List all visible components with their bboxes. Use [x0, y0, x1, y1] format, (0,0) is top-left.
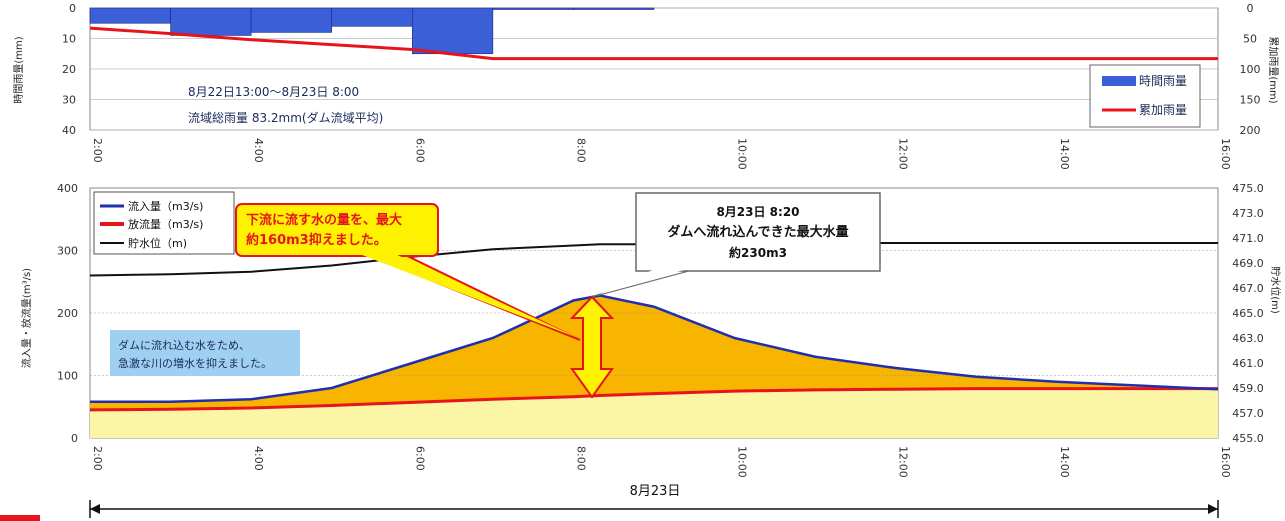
rain-time-tick: 2:00	[91, 138, 104, 163]
legend-box	[1089, 64, 1201, 128]
legend-outflow: 放流量（m3/s)	[128, 217, 203, 231]
water-level-tick: 461.0	[1232, 357, 1264, 370]
cumulative-rain-line	[89, 26, 1218, 61]
water-level-line	[89, 242, 1218, 277]
flow-tick: 100	[57, 370, 78, 383]
legend-cumulative: 累加雨量	[1139, 103, 1187, 117]
rainfall-chart: 0 10 20 30 40 0 50 100 150 200 2:00 4:00 6:00 8:00 10:…	[13, 2, 1279, 170]
rainfall-legend: 時間雨量 累加雨量	[1089, 64, 1201, 128]
cumulative-rain-axis-label: 累加雨量(mm)	[1267, 36, 1279, 103]
rain-time-tick: 10:00	[736, 138, 749, 170]
inflow-line	[90, 294, 1219, 403]
flow-time-tick: 10:00	[736, 446, 749, 478]
water-level-tick: 455.0	[1232, 432, 1264, 445]
peak-callout-box	[635, 192, 881, 272]
reduction-callout-joint	[357, 253, 578, 338]
water-level-tick: 457.0	[1232, 407, 1264, 420]
rain-time-tick: 6:00	[413, 138, 426, 163]
water-level-tick: 465.0	[1232, 307, 1264, 320]
rain-bar	[170, 7, 252, 36]
outflow-line	[89, 387, 1218, 412]
hourly-rain-axis-label: 時間雨量(mm)	[13, 36, 25, 103]
rain-bar	[411, 7, 494, 55]
rain-time-tick: 14:00	[1058, 138, 1071, 170]
discharge-legend: 流入量（m3/s) 放流量（m3/s) 貯水位（m)	[93, 191, 235, 255]
water-level-axis-label: 貯水位(m)	[1269, 266, 1282, 314]
reduction-callout-line1: 下流に流す水の量を、最大	[246, 212, 402, 228]
flow-tick: 0	[71, 432, 78, 445]
peak-callout-line2: ダムへ流れ込んできた最大水量	[667, 224, 848, 240]
flow-tick: 400	[57, 182, 78, 195]
hourly-rain-tick: 0	[69, 2, 76, 15]
rain-time-tick: 16:00	[1219, 138, 1232, 170]
rain-bar	[573, 7, 655, 10]
date-span-left-arrowhead	[90, 504, 100, 514]
cumulative-rain-tick: 50	[1243, 33, 1257, 46]
flow-time-tick: 12:00	[897, 446, 910, 478]
water-level-tick: 475.0	[1232, 182, 1264, 195]
water-level-tick: 467.0	[1232, 282, 1264, 295]
hourly-rain-tick: 10	[62, 33, 76, 46]
water-level-tick: 469.0	[1232, 257, 1264, 270]
date-label: 8月23日	[630, 484, 681, 499]
reduction-callout-line2: 約160m3抑えました。	[246, 232, 387, 248]
legend-bar-swatch	[1102, 76, 1136, 86]
cumulative-rain-tick: 100	[1240, 63, 1261, 76]
rain-total-text: 流域総雨量 83.2mm(ダム流域平均)	[188, 110, 383, 125]
legend-hourly: 時間雨量	[1139, 74, 1187, 88]
corner-marker	[0, 515, 40, 521]
cumulative-rain-tick: 150	[1240, 94, 1261, 107]
hourly-rain-tick: 20	[62, 63, 76, 76]
cumulative-rain-tick: 0	[1247, 2, 1254, 15]
reduction-double-arrow	[569, 295, 615, 399]
water-level-tick: 471.0	[1232, 232, 1264, 245]
cumulative-rain-tick: 200	[1240, 124, 1261, 137]
legend-level: 貯水位（m)	[128, 236, 187, 250]
flow-tick: 300	[57, 245, 78, 258]
outflow-area	[90, 388, 1218, 438]
rain-bar	[492, 7, 574, 10]
storage-area	[90, 295, 1218, 410]
date-span-right-arrowhead	[1208, 504, 1218, 514]
hourly-rain-tick: 30	[62, 94, 76, 107]
rain-bar	[89, 7, 171, 24]
flow-time-tick: 8:00	[574, 446, 587, 471]
reduction-callout-box	[235, 203, 439, 257]
hourly-rain-tick: 40	[62, 124, 76, 137]
reduction-callout: 下流に流す水の量を、最大 約160m3抑えました。	[235, 203, 581, 341]
rain-time-tick: 8:00	[574, 138, 587, 163]
flow-time-tick: 6:00	[413, 446, 426, 471]
rain-time-tick: 4:00	[252, 138, 265, 163]
storage-note-line2: 急激な川の増水を抑えました。	[118, 356, 272, 370]
flow-time-tick: 16:00	[1219, 446, 1232, 478]
rain-bar	[250, 7, 333, 33]
legend-inflow: 流入量（m3/s)	[128, 199, 203, 213]
water-level-tick: 473.0	[1232, 207, 1264, 220]
peak-callout: 8月23日 8:20 ダムへ流れ込んできた最大水量 約230m3	[591, 192, 881, 298]
discharge-chart: 0 100 200 300 400 455.0 457.0 459.0 461.0 463.0 46…	[20, 182, 1282, 478]
peak-callout-line1: 8月23日 8:20	[716, 205, 799, 219]
storage-note: ダムに流れ込む水をため、 急激な川の増水を抑えました。	[110, 330, 300, 376]
storage-note-line1: ダムに流れ込む水をため、	[118, 338, 250, 352]
rain-time-tick: 12:00	[897, 138, 910, 170]
peak-callout-joint	[595, 266, 698, 295]
water-level-tick: 463.0	[1232, 332, 1264, 345]
peak-callout-line3: 約230m3	[729, 245, 787, 260]
flow-time-tick: 4:00	[252, 446, 265, 471]
flow-time-tick: 14:00	[1058, 446, 1071, 478]
storage-note-box	[110, 330, 300, 376]
flow-tick: 200	[57, 307, 78, 320]
rain-period-text: 8月22日13:00～8月23日 8:00	[188, 85, 359, 99]
rain-bar	[331, 7, 413, 27]
reduction-arrow	[569, 295, 615, 399]
date-span: 8月23日	[89, 484, 1219, 518]
flow-axis-label: 流入量・放流量(m³/s)	[20, 268, 33, 368]
water-level-tick: 459.0	[1232, 382, 1264, 395]
flow-time-tick: 2:00	[91, 446, 104, 471]
